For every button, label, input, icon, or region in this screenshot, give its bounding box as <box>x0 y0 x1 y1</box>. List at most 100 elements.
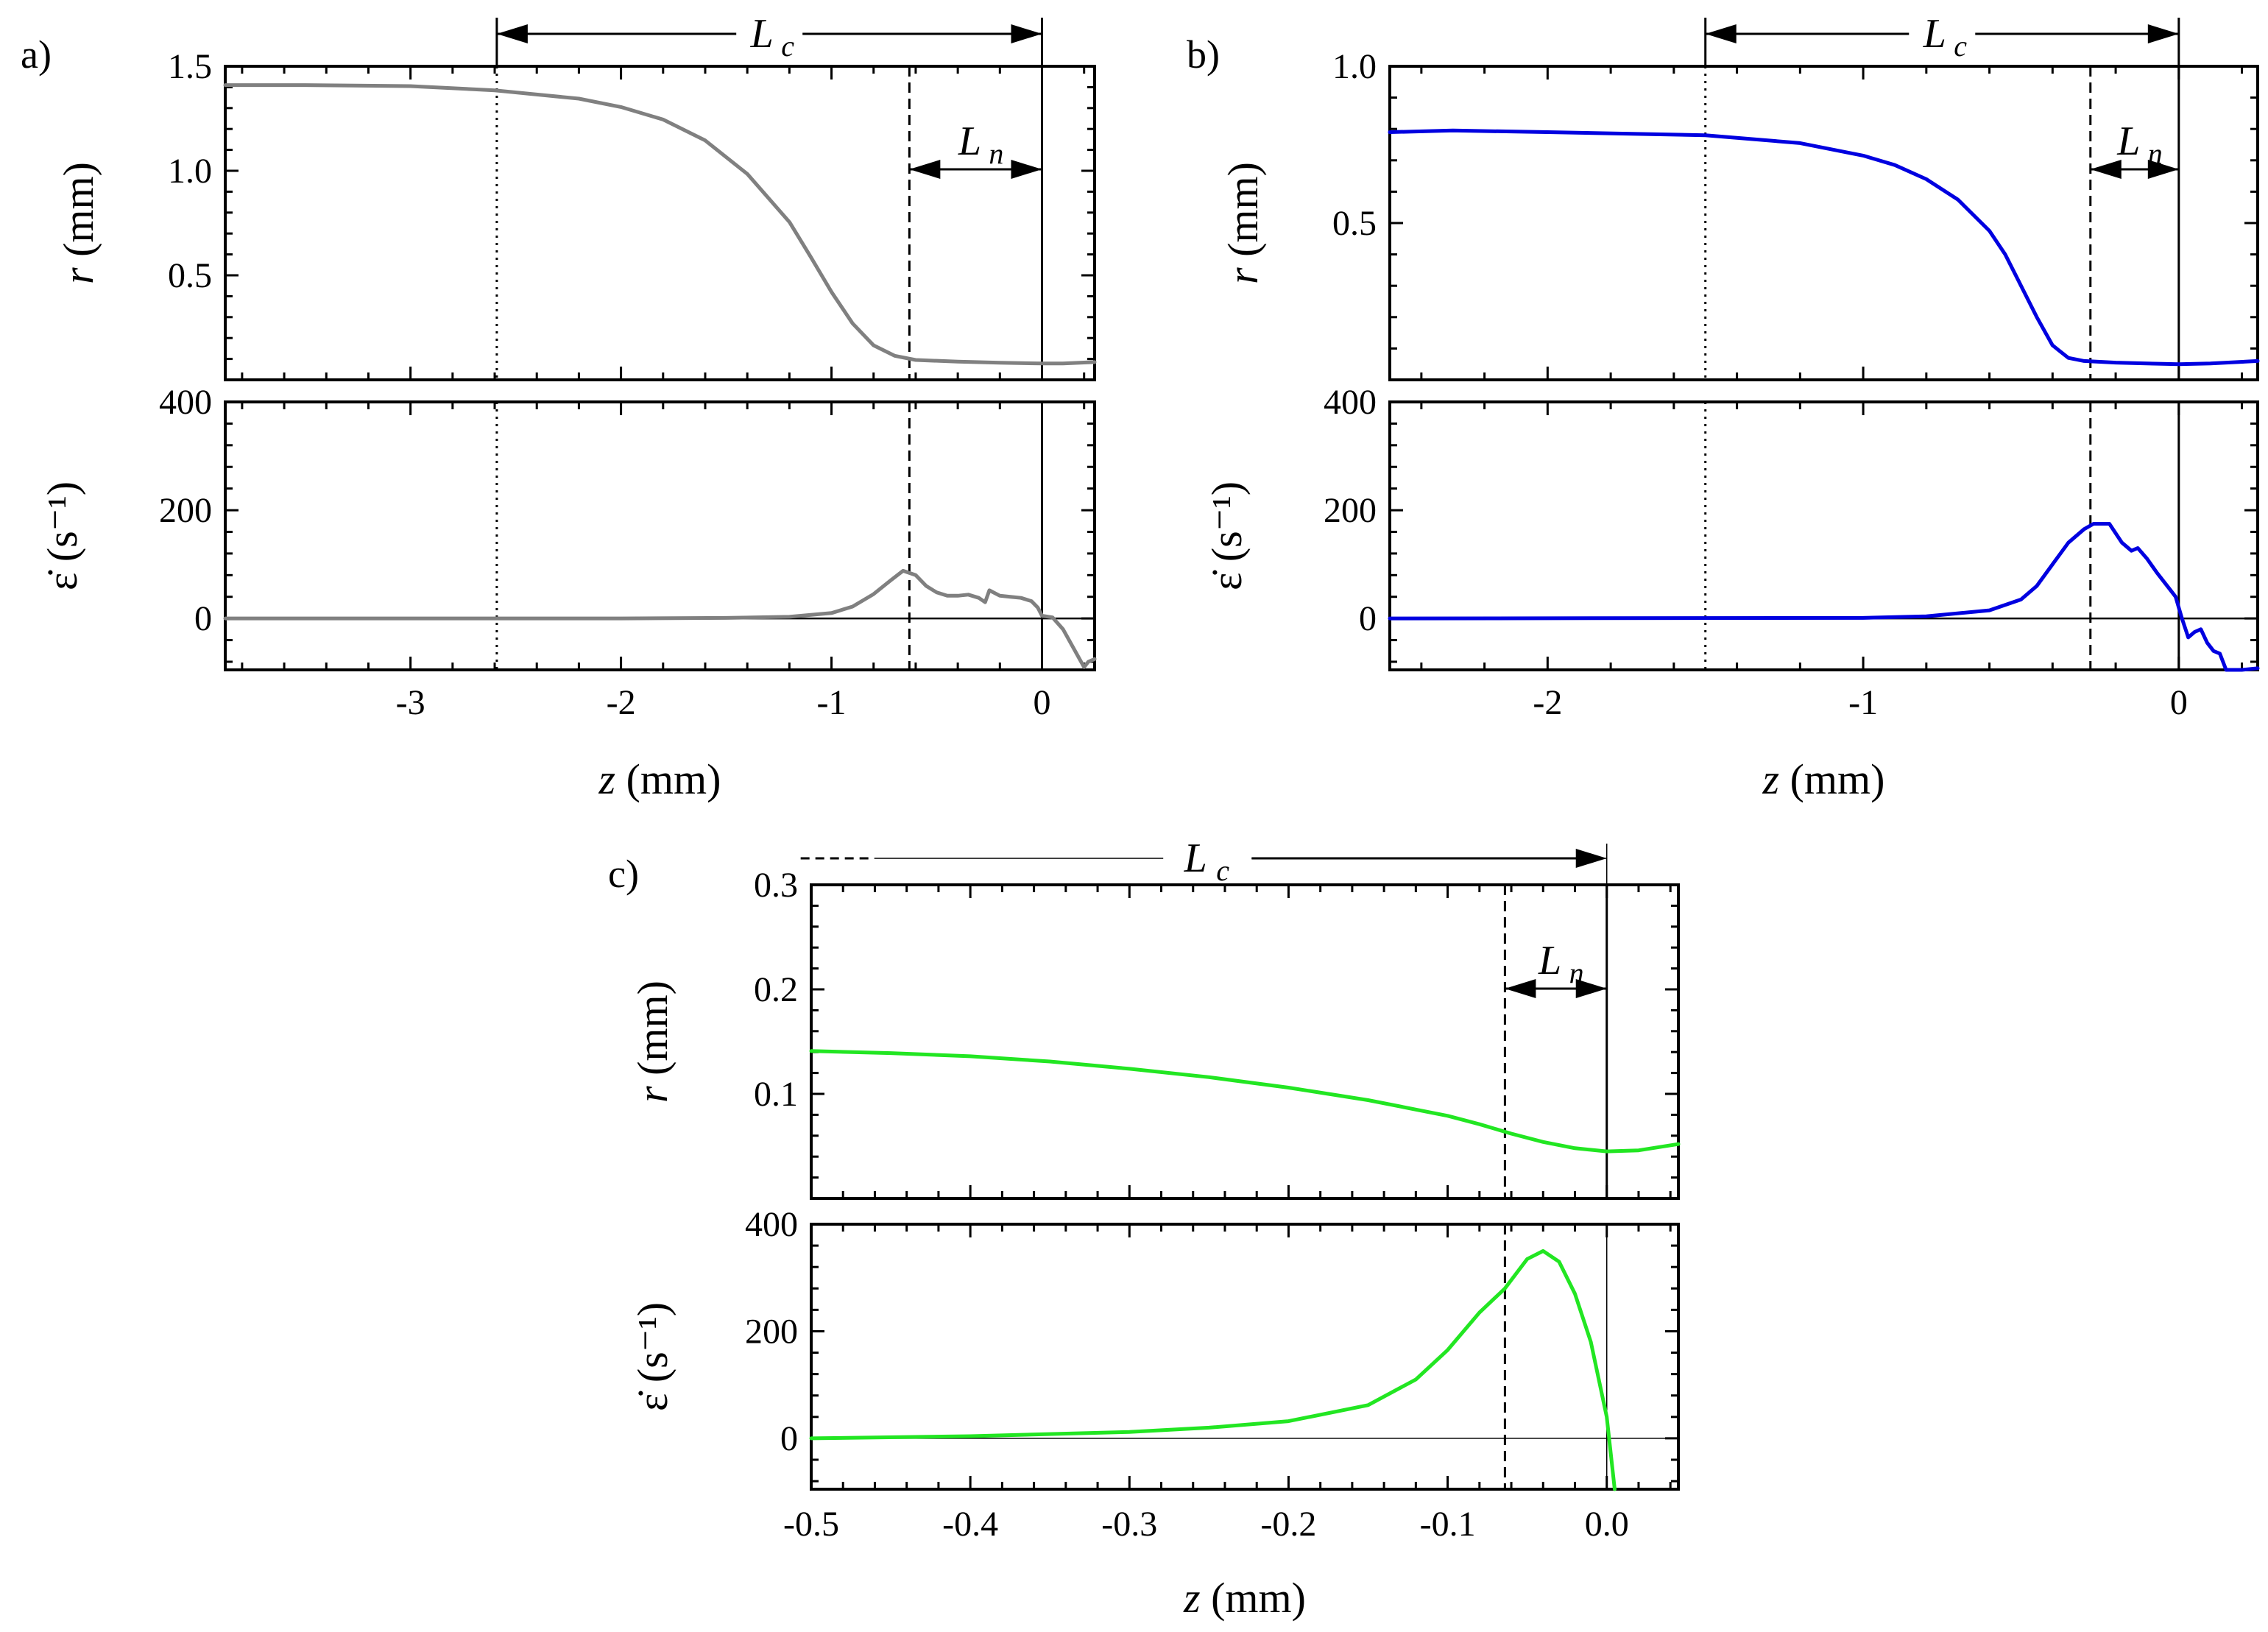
Lc-arrow-head-right <box>1575 849 1607 868</box>
Lc-label-subscript: c <box>1216 854 1229 887</box>
Ln-arrow-head-left <box>2090 160 2122 179</box>
Lc-label-subscript: c <box>781 29 794 63</box>
Lc-arrow-head-right <box>1011 24 1042 43</box>
y-axis-title: ε̇ (s⁻¹) <box>629 1302 676 1411</box>
y-axis-title-symbol: r <box>629 1086 676 1103</box>
y-tick-label: 0 <box>194 599 212 638</box>
y-axis-title: r (mm) <box>54 162 102 284</box>
Lc-label-bg <box>1909 4 1976 50</box>
y-tick-label: 0.1 <box>754 1075 798 1114</box>
x-axis-title: z (mm) <box>1762 755 1885 803</box>
Lc-arrow-head-right <box>2147 24 2179 43</box>
y-tick-label: 400 <box>745 1205 798 1244</box>
Ln-arrow-head-left <box>1505 979 1536 998</box>
y-axis-title: r (mm) <box>1219 162 1267 284</box>
x-axis-title-symbol: z <box>1762 755 1780 803</box>
radius-curve <box>223 83 1097 366</box>
y-axis-title: r (mm) <box>629 981 676 1103</box>
strain-rate-curve <box>223 568 1097 669</box>
panel-label: b) <box>1187 32 1220 77</box>
radius-curve <box>1388 128 2260 367</box>
x-tick-label: -0.5 <box>783 1505 839 1544</box>
Ln-label-subscript: n <box>1569 956 1584 989</box>
x-axis-title-symbol: z <box>1183 1574 1201 1622</box>
Lc-label: L <box>1923 11 1946 57</box>
y-tick-label: 1.0 <box>168 152 212 191</box>
x-tick-label: -0.3 <box>1101 1505 1157 1544</box>
plot-frame <box>224 65 1096 381</box>
y-tick-label: 400 <box>159 383 212 422</box>
radius-curve <box>809 1049 1681 1154</box>
panel-a: a) 0.5 1.0 1.5 r (mm) 0 200 400 ε̇ (s⁻¹) -3 -2 -1 0 z… <box>21 4 1097 803</box>
x-tick-label: -3 <box>396 683 425 722</box>
x-tick-label: -1 <box>1848 683 1878 722</box>
x-tick-label: -0.4 <box>942 1505 998 1544</box>
strain-rate-curve <box>809 1248 1617 1491</box>
y-axis-title-symbol: r <box>54 267 102 284</box>
y-axis-title-unit: (mm) <box>1219 162 1267 267</box>
Ln-label: L <box>958 119 981 164</box>
x-axis-title-symbol: z <box>598 755 616 803</box>
y-tick-label: 0.5 <box>168 256 212 295</box>
x-axis-title: z (mm) <box>1183 1574 1306 1622</box>
Lc-label: L <box>1184 836 1207 881</box>
strain-rate-subplot: 0 200 400 ε̇ (s⁻¹) <box>629 1205 1680 1491</box>
strain-rate-subplot: 0 200 400 ε̇ (s⁻¹) <box>1203 383 2260 672</box>
x-tick-label: -2 <box>607 683 636 722</box>
Lc-label-subscript: c <box>1954 29 1967 63</box>
y-tick-label: 1.0 <box>1332 47 1377 86</box>
x-tick-label: 0.0 <box>1585 1505 1629 1544</box>
Ln-arrow-head-right <box>1575 979 1607 998</box>
x-axis-title-unit: (mm) <box>1779 755 1884 803</box>
plot-frame <box>1388 65 2259 381</box>
Ln-label-subscript: n <box>989 137 1003 170</box>
Lc-label-bg <box>1163 830 1252 875</box>
panel-b: b) 0.5 1.0 r (mm) 0 200 400 ε̇ (s⁻¹) -2 -1 0 z (mm)… <box>1187 4 2260 803</box>
x-tick-label: 0 <box>2170 683 2188 722</box>
Ln-arrow-head-right <box>1011 160 1042 179</box>
x-axis-title-unit: (mm) <box>1201 1574 1306 1622</box>
x-tick-label: 0 <box>1034 683 1051 722</box>
x-tick-label: -0.2 <box>1260 1505 1316 1544</box>
Lc-label: L <box>750 11 774 57</box>
y-tick-label: 0.2 <box>754 970 798 1009</box>
Ln-arrow-head-right <box>2147 160 2179 179</box>
Ln-label: L <box>1538 938 1561 983</box>
Lc-arrow-head-left <box>1705 24 1737 43</box>
strain-rate-curve <box>1388 522 2260 672</box>
x-axis-title: z (mm) <box>598 755 721 803</box>
y-axis-title-symbol: r <box>1219 267 1267 284</box>
radius-subplot: 0.5 1.0 1.5 r (mm) <box>54 47 1097 381</box>
radius-subplot: 0.5 1.0 r (mm) <box>1219 47 2260 381</box>
Ln-label-subscript: n <box>2148 137 2163 170</box>
radius-subplot: 0.1 0.2 0.3 r (mm) <box>629 866 1681 1200</box>
plot-frame <box>810 883 1680 1200</box>
y-tick-label: 200 <box>745 1312 798 1351</box>
Ln-arrow-head-left <box>909 160 941 179</box>
panel-label: a) <box>21 32 52 77</box>
panel-label: c) <box>608 852 639 896</box>
strain-rate-subplot: 0 200 400 ε̇ (s⁻¹) <box>38 383 1097 671</box>
y-axis-title: ε̇ (s⁻¹) <box>38 481 86 590</box>
plot-frame <box>224 400 1096 671</box>
y-tick-label: 0 <box>780 1419 798 1458</box>
Lc-arrow-head-left <box>496 24 528 43</box>
y-tick-label: 200 <box>159 491 212 530</box>
y-tick-label: 200 <box>1324 491 1377 530</box>
panel-c: c) 0.1 0.2 0.3 r (mm) 0 200 400 ε̇ (s⁻¹) -0.5 -0.4… <box>608 830 1681 1622</box>
y-tick-label: 0.3 <box>754 866 798 905</box>
plot-frame <box>810 1223 1680 1491</box>
Lc-label-bg <box>736 4 803 50</box>
y-axis-title-unit: (mm) <box>629 981 676 1086</box>
x-tick-label: -1 <box>817 683 847 722</box>
Ln-label: L <box>2116 119 2140 164</box>
y-tick-label: 0 <box>1359 599 1377 638</box>
x-tick-label: -0.1 <box>1420 1505 1476 1544</box>
y-axis-title: ε̇ (s⁻¹) <box>1203 481 1251 590</box>
y-axis-title-unit: (mm) <box>54 162 102 267</box>
y-tick-label: 400 <box>1324 383 1377 422</box>
y-tick-label: 0.5 <box>1332 204 1377 243</box>
plot-frame <box>1388 400 2259 671</box>
y-tick-label: 1.5 <box>168 47 212 86</box>
